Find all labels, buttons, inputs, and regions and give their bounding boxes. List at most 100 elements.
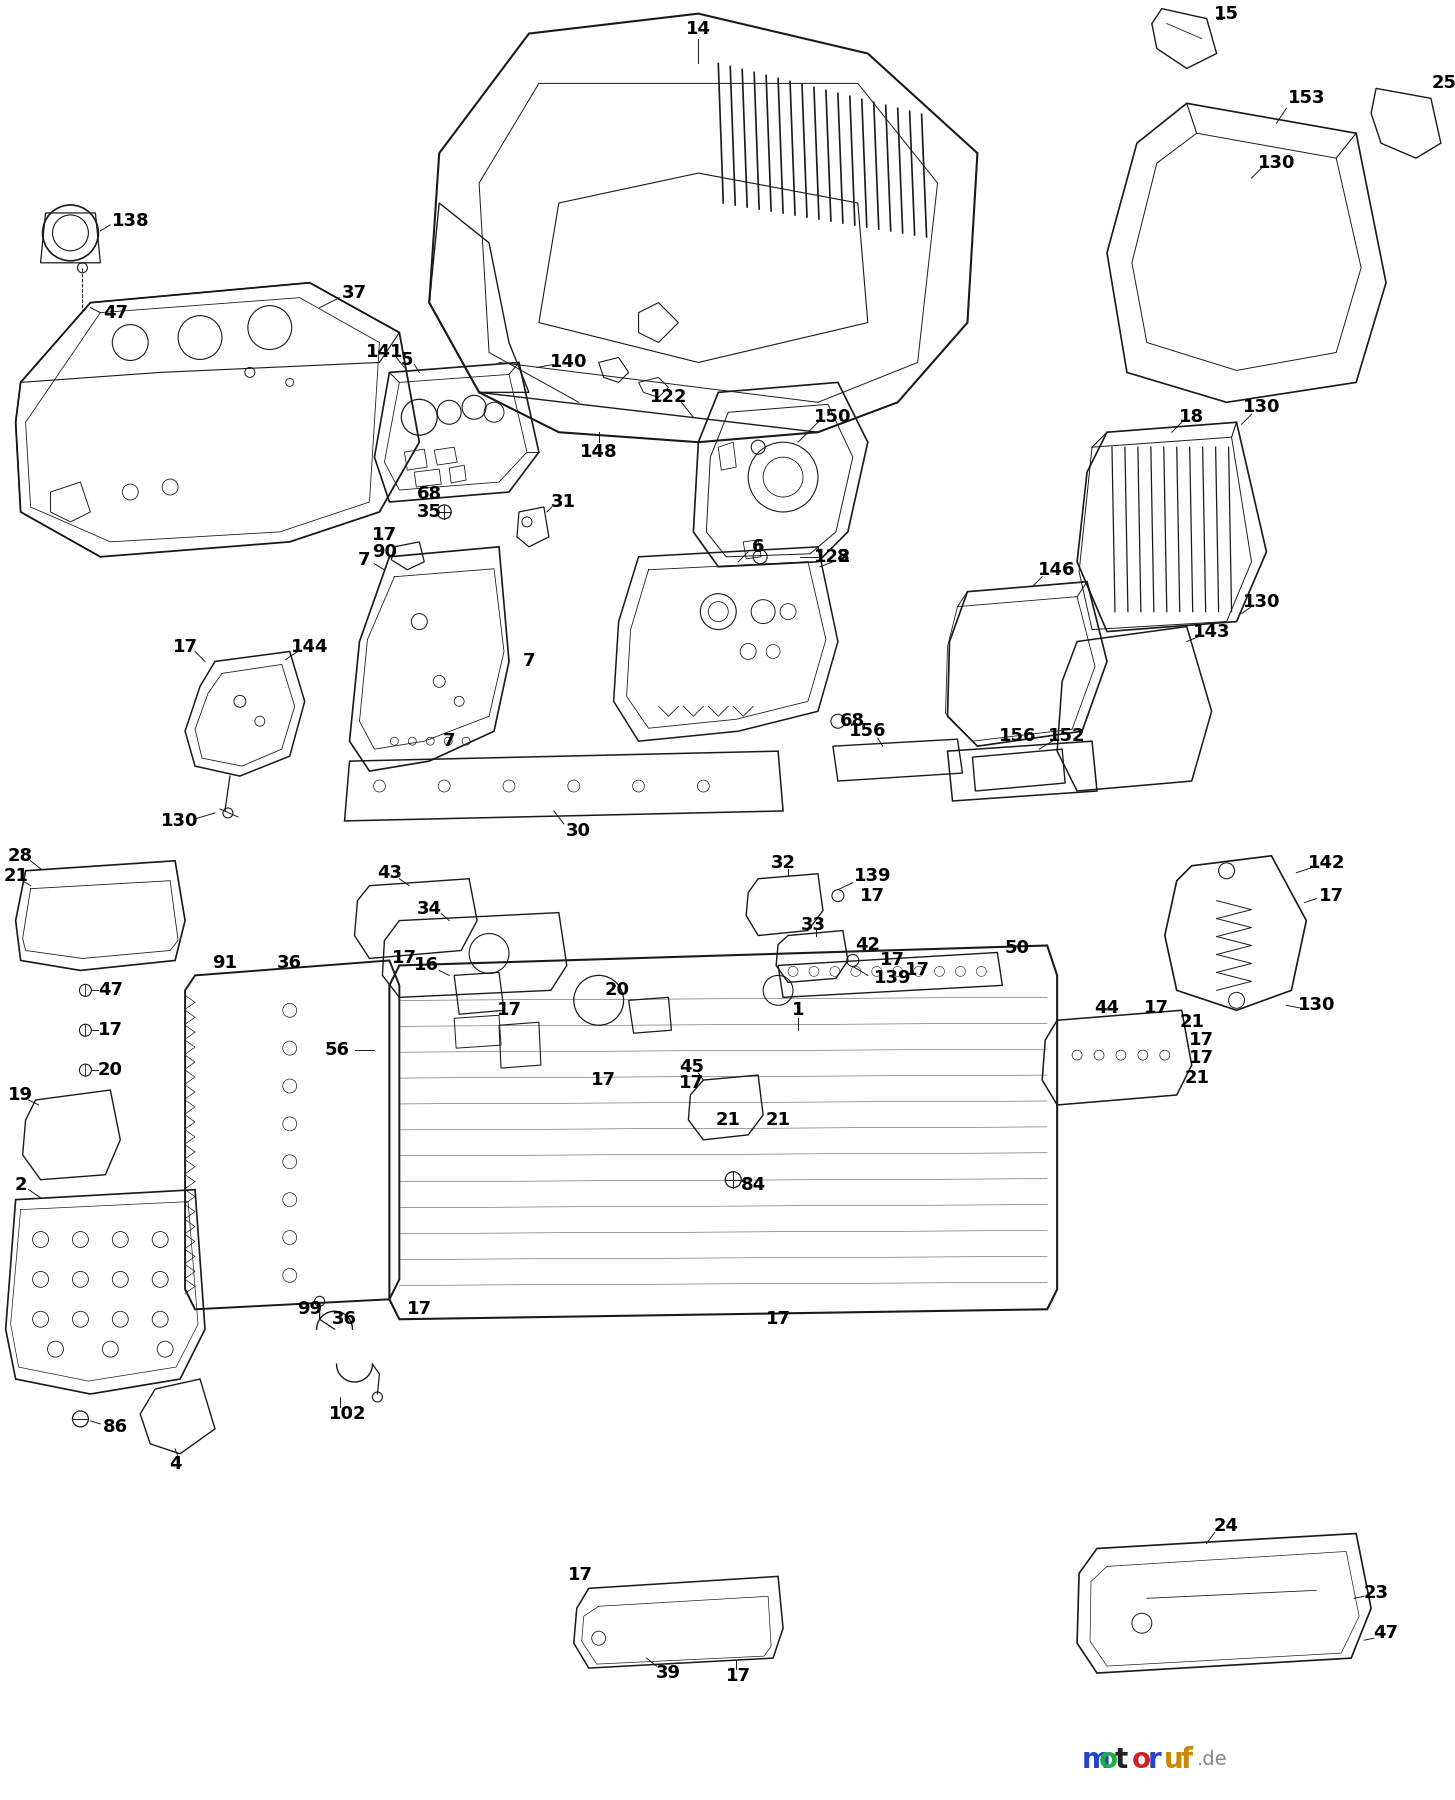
Text: 35: 35: [416, 502, 442, 520]
Text: 17: 17: [407, 1300, 432, 1318]
Text: 21: 21: [3, 868, 28, 886]
Text: 47: 47: [1374, 1624, 1398, 1642]
Text: 139: 139: [854, 868, 892, 886]
Text: 68: 68: [841, 713, 866, 731]
Text: 39: 39: [656, 1663, 681, 1681]
Text: 43: 43: [377, 864, 402, 882]
Text: 156: 156: [998, 727, 1036, 745]
Text: 17: 17: [97, 1021, 122, 1039]
Text: 44: 44: [1094, 999, 1119, 1017]
Text: 47: 47: [97, 981, 122, 999]
Text: 17: 17: [173, 637, 198, 655]
Text: 24: 24: [1213, 1517, 1240, 1535]
Text: 5: 5: [402, 351, 413, 369]
Text: 84: 84: [741, 1175, 765, 1193]
Text: 37: 37: [342, 284, 367, 302]
Text: 42: 42: [856, 936, 880, 954]
Text: 20: 20: [604, 981, 629, 999]
Text: 7: 7: [522, 652, 535, 670]
Text: 17: 17: [905, 961, 930, 979]
Text: 36: 36: [332, 1310, 356, 1328]
Text: u: u: [1164, 1746, 1184, 1773]
Text: 17: 17: [591, 1071, 615, 1089]
Text: 17: 17: [372, 526, 397, 544]
Text: 17: 17: [569, 1566, 594, 1584]
Text: 141: 141: [365, 344, 403, 362]
Text: 17: 17: [1189, 1049, 1213, 1067]
Text: 33: 33: [800, 916, 825, 934]
Text: 140: 140: [550, 353, 588, 371]
Text: 148: 148: [581, 443, 617, 461]
Text: 28: 28: [9, 846, 33, 864]
Text: 17: 17: [679, 1075, 704, 1093]
Text: 17: 17: [496, 1001, 521, 1019]
Text: 45: 45: [679, 1058, 704, 1076]
Text: 86: 86: [103, 1418, 128, 1436]
Text: 21: 21: [716, 1111, 741, 1129]
Text: o: o: [1132, 1746, 1151, 1773]
Text: 31: 31: [551, 493, 576, 511]
Text: 17: 17: [726, 1667, 751, 1685]
Text: 50: 50: [1005, 940, 1030, 958]
Text: 18: 18: [1179, 409, 1205, 427]
Text: 2: 2: [15, 1175, 26, 1193]
Text: 144: 144: [291, 637, 329, 655]
Text: 7: 7: [442, 733, 455, 751]
Text: 21: 21: [1179, 1013, 1205, 1031]
Text: 17: 17: [391, 949, 416, 967]
Text: 90: 90: [372, 544, 397, 562]
Text: 25: 25: [1432, 74, 1455, 92]
Text: 30: 30: [566, 823, 591, 841]
Text: 6: 6: [752, 538, 764, 556]
Text: 21: 21: [1184, 1069, 1209, 1087]
Text: 17: 17: [860, 887, 885, 905]
Text: 130: 130: [1243, 592, 1280, 610]
Text: 4: 4: [169, 1454, 182, 1472]
Text: 130: 130: [1243, 398, 1280, 416]
Text: 146: 146: [1039, 562, 1075, 580]
Text: 130: 130: [162, 812, 199, 830]
Text: o: o: [1099, 1746, 1117, 1773]
Text: 36: 36: [278, 954, 303, 972]
Text: 14: 14: [685, 20, 711, 38]
Text: 102: 102: [329, 1406, 367, 1424]
Text: f: f: [1181, 1746, 1193, 1773]
Text: 47: 47: [103, 304, 128, 322]
Text: 17: 17: [1189, 1031, 1213, 1049]
Text: 91: 91: [212, 954, 237, 972]
Text: 19: 19: [9, 1085, 33, 1103]
Text: 8: 8: [837, 547, 850, 565]
Text: 130: 130: [1257, 155, 1295, 173]
Text: t: t: [1115, 1746, 1128, 1773]
Text: 122: 122: [815, 547, 851, 565]
Text: 130: 130: [1298, 995, 1336, 1013]
Text: 138: 138: [112, 212, 148, 230]
Text: 17: 17: [1318, 887, 1344, 905]
Text: 122: 122: [650, 389, 687, 407]
Text: 17: 17: [880, 952, 905, 970]
Text: .de: .de: [1197, 1750, 1228, 1769]
Text: 56: 56: [324, 1040, 351, 1058]
Text: r: r: [1148, 1746, 1161, 1773]
Text: 20: 20: [97, 1060, 122, 1078]
Text: 23: 23: [1363, 1584, 1388, 1602]
Text: 152: 152: [1049, 727, 1085, 745]
Text: 15: 15: [1213, 5, 1240, 23]
Text: 17: 17: [765, 1310, 790, 1328]
Text: 150: 150: [815, 409, 851, 427]
Text: 1: 1: [792, 1001, 805, 1019]
Text: 143: 143: [1193, 623, 1231, 641]
Text: 34: 34: [416, 900, 442, 918]
Text: 99: 99: [297, 1300, 322, 1318]
Text: 7: 7: [358, 551, 371, 569]
Text: 17: 17: [1144, 999, 1170, 1017]
Text: 156: 156: [850, 722, 886, 740]
Text: 21: 21: [765, 1111, 790, 1129]
Text: 153: 153: [1288, 90, 1326, 108]
Text: m: m: [1083, 1746, 1112, 1773]
Text: 32: 32: [771, 853, 796, 871]
Text: 16: 16: [413, 956, 439, 974]
Text: 142: 142: [1308, 853, 1344, 871]
Text: 68: 68: [416, 484, 442, 502]
Text: 139: 139: [874, 970, 911, 988]
